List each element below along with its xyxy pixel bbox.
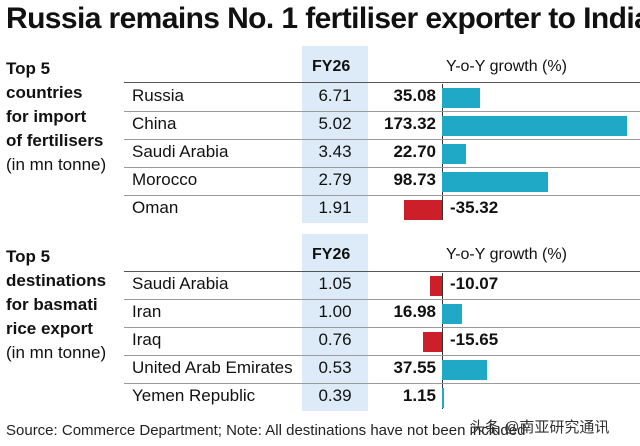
growth-bar: [442, 360, 488, 380]
fy-value-label: 2.79: [318, 170, 352, 189]
growth-value-label: 98.73: [393, 170, 436, 189]
table-row: Iraq 0.76 -15.65: [124, 327, 640, 355]
growth-bar: [429, 276, 442, 296]
table-row: Russia 6.71 35.08: [124, 83, 640, 111]
panel-description: Top 5 countries for import of fertilisers (i…: [6, 57, 106, 177]
panel-description-line: (in mn tonne): [6, 343, 107, 362]
category-label: Russia: [132, 86, 184, 105]
fy-column-band: [302, 46, 368, 223]
table-row: Iran 1.00 16.98: [124, 299, 640, 327]
category-label: Saudi Arabia: [132, 274, 229, 293]
panel-description-line: for import: [6, 107, 87, 126]
growth-bar: [442, 388, 444, 408]
row-separator: [124, 327, 640, 328]
fy-value-label: 3.43: [318, 142, 352, 161]
category-label: Iraq: [132, 330, 162, 349]
panel-description-line: (in mn tonne): [6, 155, 107, 174]
fy-value-label: 1.91: [318, 198, 352, 217]
category-label: China: [132, 114, 177, 133]
row-separator: [124, 355, 640, 356]
source-note: Source: Commerce Department; Note: All d…: [6, 422, 526, 439]
growth-bar: [442, 172, 548, 192]
growth-header: Y-o-Y growth (%): [446, 246, 567, 263]
row-separator: [124, 299, 640, 300]
fy-value-label: 0.76: [318, 330, 352, 349]
table-row: United Arab Emirates 0.53 37.55: [124, 355, 640, 383]
table-row: Saudi Arabia 1.05 -10.07: [124, 271, 640, 299]
table-row: Oman 1.91 -35.32: [124, 195, 640, 223]
panel-description-line: for basmati: [6, 295, 98, 314]
panel-description-line: destinations: [6, 271, 107, 290]
table-row: China 5.02 173.32: [124, 111, 640, 139]
panel-description-line: rice export: [6, 319, 93, 338]
fy-header: FY26: [312, 58, 351, 75]
growth-header: Y-o-Y growth (%): [446, 58, 567, 75]
growth-bar: [442, 144, 467, 164]
fy-value-label: 0.53: [318, 358, 352, 377]
row-separator: [124, 167, 640, 168]
panel-description-line: Top 5: [6, 59, 51, 78]
fy-value-label: 0.39: [318, 386, 352, 405]
fy-value-label: 1.00: [318, 302, 352, 321]
growth-bar: [423, 332, 442, 352]
category-label: United Arab Emirates: [132, 358, 293, 377]
panel-description: Top 5 destinations for basmati rice export (…: [6, 245, 106, 365]
header-rule: [124, 82, 640, 83]
row-separator: [124, 383, 640, 384]
growth-bar: [442, 116, 628, 136]
row-separator: [124, 111, 640, 112]
growth-value-label: 37.55: [393, 358, 436, 377]
panel-description-line: of fertilisers: [6, 131, 104, 150]
growth-value-label: 16.98: [393, 302, 436, 321]
fy-column-band: [302, 234, 368, 411]
watermark: 头条 @南亚研究通讯: [470, 419, 610, 436]
header-rule: [124, 271, 640, 272]
panel-description-line: Top 5: [6, 247, 51, 266]
growth-value-label: 1.15: [402, 386, 436, 405]
category-label: Morocco: [132, 170, 198, 189]
table-row: Morocco 2.79 98.73: [124, 167, 640, 195]
growth-zero-axis: [442, 273, 443, 409]
table-row: Yemen Republic 0.39 1.15: [124, 383, 640, 411]
category-label: Oman: [132, 198, 179, 217]
growth-bar: [442, 88, 480, 108]
row-separator: [124, 195, 640, 196]
growth-value-label: -15.65: [450, 330, 499, 349]
table-row: Saudi Arabia 3.43 22.70: [124, 139, 640, 167]
panel-description-line: countries: [6, 83, 83, 102]
growth-bar: [404, 200, 442, 220]
growth-value-label: 35.08: [393, 86, 436, 105]
fy-value-label: 1.05: [318, 274, 352, 293]
growth-value-label: 22.70: [393, 142, 436, 161]
category-label: Yemen Republic: [132, 386, 256, 405]
row-separator: [124, 139, 640, 140]
growth-bar: [442, 304, 463, 324]
category-label: Iran: [132, 302, 162, 321]
fy-value-label: 6.71: [318, 86, 352, 105]
fy-header: FY26: [312, 246, 351, 263]
growth-value-label: 173.32: [384, 114, 436, 133]
growth-value-label: -35.32: [450, 198, 499, 217]
growth-value-label: -10.07: [450, 274, 499, 293]
fy-value-label: 5.02: [318, 114, 352, 133]
chart-title: Russia remains No. 1 fertiliser exporter…: [6, 2, 640, 35]
category-label: Saudi Arabia: [132, 142, 229, 161]
